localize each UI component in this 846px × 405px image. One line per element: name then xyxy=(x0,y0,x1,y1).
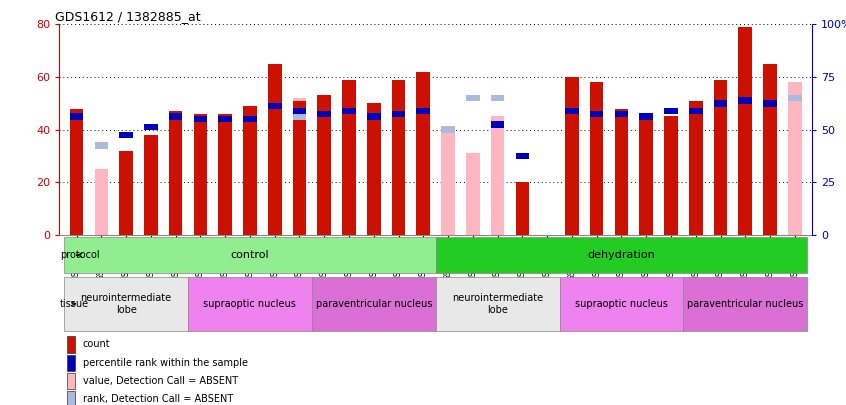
Bar xyxy=(64,277,188,331)
Bar xyxy=(491,95,504,101)
Text: protocol: protocol xyxy=(60,250,99,260)
Bar xyxy=(788,95,802,101)
Bar xyxy=(69,109,84,235)
Bar xyxy=(392,79,405,235)
Bar xyxy=(739,27,752,235)
Text: rank, Detection Call = ABSENT: rank, Detection Call = ABSENT xyxy=(83,394,233,404)
Bar xyxy=(69,113,84,120)
Text: neurointermediate
lobe: neurointermediate lobe xyxy=(452,293,543,315)
Text: GDS1612 / 1382885_at: GDS1612 / 1382885_at xyxy=(56,10,201,23)
Bar xyxy=(367,103,381,235)
Text: supraoptic nucleus: supraoptic nucleus xyxy=(575,299,667,309)
Bar xyxy=(615,109,629,235)
Bar xyxy=(436,277,559,331)
Bar xyxy=(268,64,282,235)
Text: count: count xyxy=(83,339,110,350)
Text: tissue: tissue xyxy=(60,299,89,309)
Bar xyxy=(559,277,684,331)
Bar xyxy=(714,100,728,107)
Bar xyxy=(684,277,807,331)
Bar xyxy=(565,77,579,235)
Bar xyxy=(689,100,702,235)
Bar xyxy=(590,111,603,117)
Bar xyxy=(194,114,207,235)
Bar xyxy=(640,117,653,235)
Bar xyxy=(590,82,603,235)
Bar xyxy=(64,237,436,273)
Text: percentile rank within the sample: percentile rank within the sample xyxy=(83,358,248,368)
Bar xyxy=(188,277,312,331)
Bar xyxy=(640,113,653,120)
Bar xyxy=(342,79,356,235)
Text: value, Detection Call = ABSENT: value, Detection Call = ABSENT xyxy=(83,376,238,386)
Bar xyxy=(689,108,702,115)
Bar xyxy=(119,151,133,235)
Bar xyxy=(243,116,256,122)
Bar xyxy=(714,79,728,235)
Bar xyxy=(491,117,504,235)
Bar xyxy=(317,96,331,235)
Text: supraoptic nucleus: supraoptic nucleus xyxy=(204,299,296,309)
Bar xyxy=(664,108,678,115)
Bar xyxy=(763,100,777,107)
Bar xyxy=(442,130,455,235)
Bar xyxy=(515,182,530,235)
Bar xyxy=(67,373,75,389)
Text: neurointermediate
lobe: neurointermediate lobe xyxy=(80,293,172,315)
Bar xyxy=(169,113,183,120)
Bar xyxy=(312,277,436,331)
Bar xyxy=(218,116,232,122)
Bar xyxy=(218,114,232,235)
Bar xyxy=(293,108,306,115)
Bar xyxy=(565,108,579,115)
Bar xyxy=(317,111,331,117)
Bar xyxy=(194,116,207,122)
Bar xyxy=(293,98,306,235)
Bar xyxy=(392,111,405,117)
Bar xyxy=(466,95,480,101)
Bar xyxy=(416,108,430,115)
Bar xyxy=(144,124,157,130)
Text: control: control xyxy=(231,250,269,260)
Text: dehydration: dehydration xyxy=(588,250,656,260)
Bar xyxy=(95,169,108,235)
Bar xyxy=(95,142,108,149)
Bar xyxy=(67,391,75,405)
Bar xyxy=(243,106,256,235)
Bar xyxy=(416,72,430,235)
Bar xyxy=(615,111,629,117)
Bar xyxy=(466,153,480,235)
Bar xyxy=(491,121,504,128)
Bar xyxy=(788,82,802,235)
Bar xyxy=(169,111,183,235)
Bar xyxy=(664,117,678,235)
Text: paraventricular nucleus: paraventricular nucleus xyxy=(316,299,432,309)
Bar xyxy=(144,135,157,235)
Bar xyxy=(739,97,752,104)
Bar xyxy=(515,153,530,159)
Text: paraventricular nucleus: paraventricular nucleus xyxy=(687,299,804,309)
Bar xyxy=(442,126,455,133)
Bar xyxy=(119,132,133,138)
Bar xyxy=(67,337,75,352)
Bar xyxy=(67,355,75,371)
Bar xyxy=(367,113,381,120)
Bar xyxy=(293,113,306,120)
Bar xyxy=(763,64,777,235)
Bar xyxy=(268,102,282,109)
Bar xyxy=(293,100,306,235)
Bar xyxy=(436,237,807,273)
Bar xyxy=(342,108,356,115)
